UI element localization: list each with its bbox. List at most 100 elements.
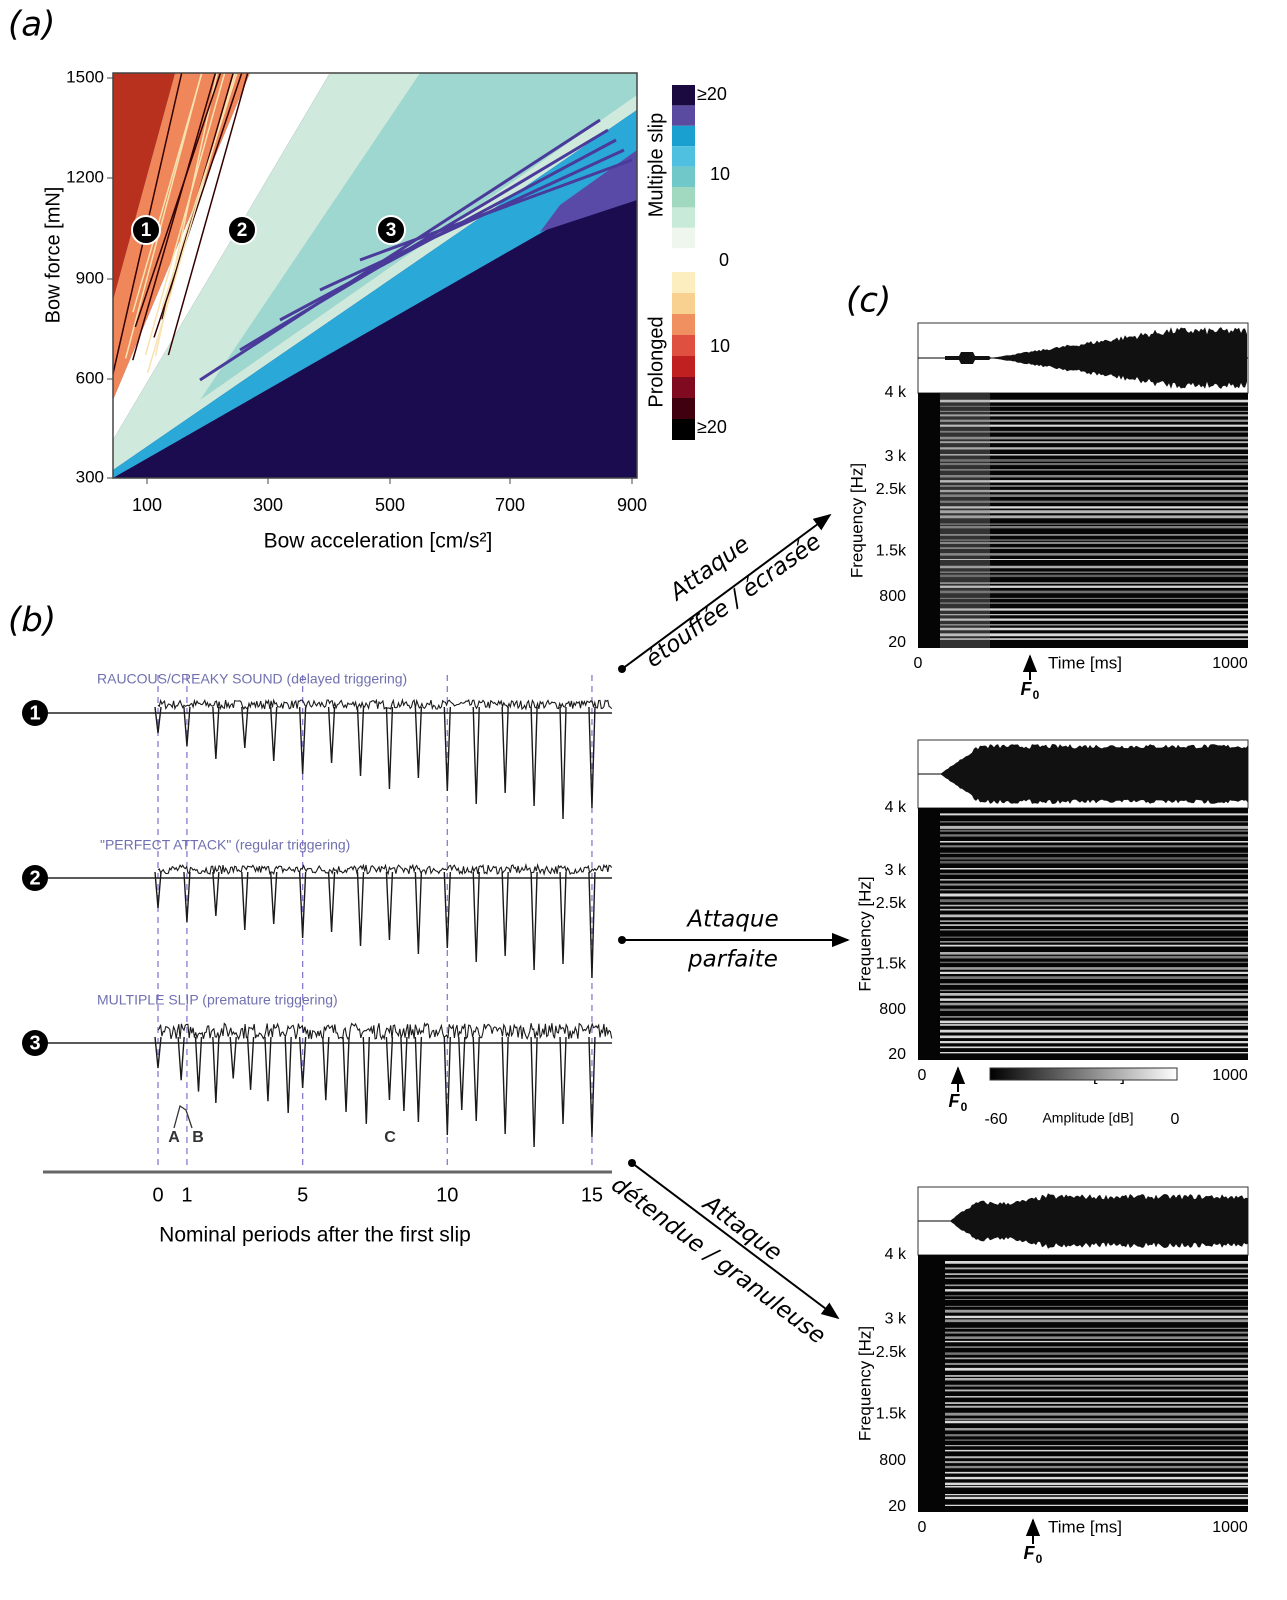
slip-dip (322, 1036, 330, 1101)
slip-dip (588, 871, 596, 979)
f0-subscript: 0 (961, 1100, 968, 1114)
slip-dip (183, 871, 191, 923)
x-axis-label: Time [ms] (1048, 1517, 1122, 1536)
colorbar-cell (672, 105, 695, 126)
panel-label: (a) (8, 5, 55, 45)
map-region (113, 110, 637, 478)
colorbar-cell (672, 85, 695, 106)
arrow-caption: Attaque parfaite (685, 907, 778, 973)
f0-subscript: 0 (1033, 688, 1040, 702)
x-tick-label: 700 (495, 495, 525, 515)
colorbar-cell (672, 314, 695, 335)
map-streak (239, 128, 609, 352)
y-tick-label: 1500 (66, 67, 104, 86)
region-label: 2 (237, 220, 248, 241)
colorbar-cell (672, 356, 695, 377)
slip-label: A (168, 1129, 180, 1146)
slip-dip (154, 1036, 162, 1069)
trace-marker (22, 1030, 48, 1056)
freq-tick-label: 800 (879, 588, 906, 605)
map-streak (144, 72, 226, 355)
slip-dip (229, 1036, 237, 1079)
slip-dip (154, 871, 162, 909)
colorbar-label: Prolonged (645, 316, 667, 407)
slip-dip (501, 1036, 509, 1135)
freq-tick-label: 2.5k (876, 481, 907, 498)
slip-dip (472, 1036, 480, 1122)
map-streak (199, 118, 601, 382)
waveform (950, 1193, 1248, 1249)
colorbar-cell (672, 187, 695, 208)
trace-noise (157, 697, 613, 711)
colorbar-cell (672, 272, 695, 293)
freq-tick-label: 800 (879, 1452, 906, 1469)
slip-dip (241, 871, 249, 931)
slip-dip (212, 871, 220, 917)
map-streak (160, 72, 238, 311)
slip-dip (298, 1036, 307, 1089)
x-tick-label: 1 (181, 1184, 192, 1206)
trace-caption: MULTIPLE SLIP (premature triggering) (97, 992, 338, 1008)
region-marker (227, 215, 257, 245)
x-tick-label: 100 (132, 495, 162, 515)
colorbar-cell (672, 227, 695, 249)
slip-dip (385, 871, 394, 941)
slip-dip (264, 1036, 272, 1102)
colorbar-tick-label: 10 (710, 336, 730, 356)
colorbar-cell (672, 125, 695, 147)
map-streak (153, 72, 243, 338)
slip-dip (298, 871, 307, 939)
slip-dip (327, 706, 336, 764)
slip-dip (443, 871, 451, 949)
slip-dip (530, 706, 538, 807)
colorbar-cell (672, 293, 695, 314)
slip-dip (530, 871, 538, 971)
freq-tick-label: 20 (888, 1046, 906, 1063)
freq-tick-label: 800 (879, 1001, 906, 1018)
freq-tick-label: 4 k (885, 1246, 907, 1263)
slip-dip (559, 706, 567, 820)
trace-marker-label: 3 (29, 1032, 40, 1054)
slip-dip (472, 871, 480, 963)
slip-dip (501, 706, 509, 794)
slip-dip (177, 1036, 185, 1081)
waveform (940, 744, 1248, 804)
slip-dip (298, 706, 307, 775)
slip-dip (559, 1036, 567, 1125)
x-tick-label: 500 (375, 495, 405, 515)
slip-dip (530, 1036, 538, 1148)
slip-dip (588, 706, 596, 809)
y-axis-label: Frequency [Hz] (847, 463, 866, 578)
f0-label: F (1021, 679, 1033, 699)
x-tick-label: 0 (914, 655, 923, 672)
trace-caption: RAUCOUS/CREAKY SOUND (delayed triggering… (97, 671, 407, 687)
slip-dip (270, 871, 278, 925)
slip-dip (327, 871, 336, 933)
colorbar-cell (672, 377, 695, 398)
y-axis-label: Bow force [mN] (42, 187, 64, 324)
amplitude-label: Amplitude [dB] (1042, 1110, 1133, 1126)
slip-dip (270, 706, 278, 762)
region-marker (376, 215, 406, 245)
slip-dip (284, 1036, 292, 1114)
colorbar-tick-label: 10 (710, 164, 730, 184)
x-axis-label: Time [ms] (1048, 653, 1122, 672)
x-tick-label: 1000 (1212, 1519, 1248, 1536)
freq-tick-label: 1.5k (876, 542, 907, 559)
spectrogram (918, 808, 1248, 1060)
slip-dip (414, 706, 423, 779)
freq-tick-label: 3 k (885, 448, 907, 465)
freq-tick-label: 20 (888, 634, 906, 651)
freq-tick-label: 2.5k (876, 895, 907, 912)
slip-dip (385, 706, 394, 790)
x-axis-label: Bow acceleration [cm/s²] (264, 530, 493, 553)
y-axis-label: Frequency [Hz] (855, 876, 874, 991)
map-streak (359, 158, 633, 262)
f0-label: F (1024, 1543, 1036, 1563)
slip-dip (385, 1036, 394, 1101)
arrow (631, 1162, 840, 1320)
trace-noise (157, 1021, 613, 1041)
amplitude-max: 0 (1171, 1111, 1180, 1128)
freq-tick-label: 3 k (885, 862, 907, 879)
